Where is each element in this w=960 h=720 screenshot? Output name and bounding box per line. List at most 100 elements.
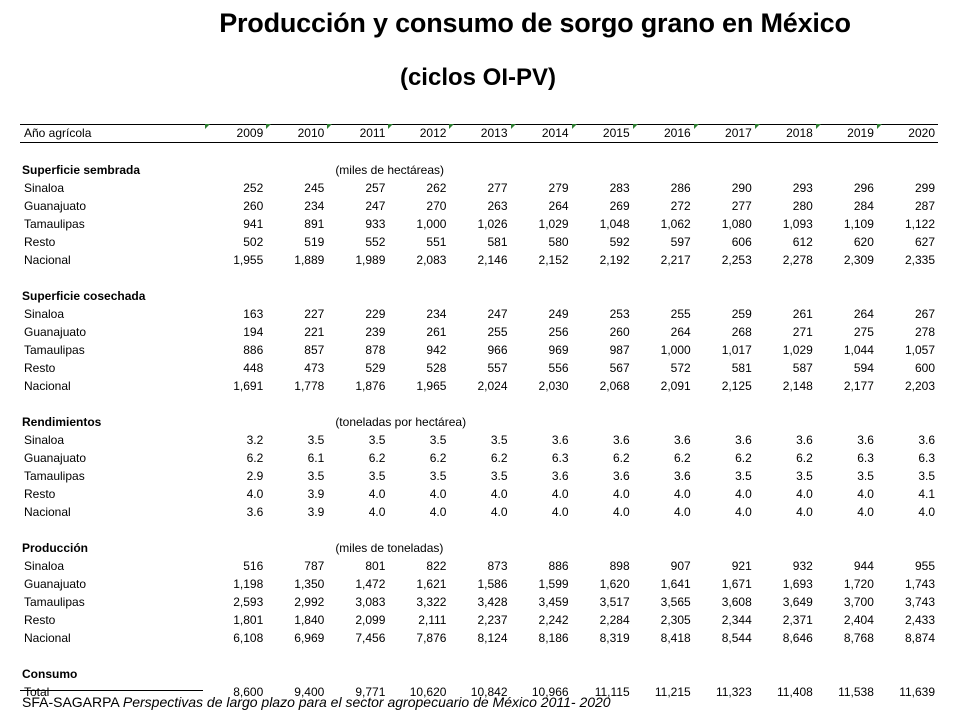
source-prefix: SFA-SAGARPA — [22, 694, 123, 710]
section-gap — [205, 161, 327, 179]
value-cell: 1,044 — [843, 343, 874, 357]
value-cell: 2,344 — [721, 613, 752, 627]
row-label: Tamaulipas — [24, 469, 85, 483]
row-label: Guanajuato — [24, 199, 87, 213]
value-cell: 2,152 — [538, 253, 569, 267]
value-cell: 1,586 — [477, 577, 508, 591]
section-unit — [327, 665, 938, 683]
value-cell: 275 — [853, 325, 874, 339]
value-cell: 3,649 — [782, 595, 813, 609]
year-header: 2018 — [754, 124, 816, 143]
value-cell: 942 — [426, 343, 447, 357]
value-cell: 9,771 — [355, 685, 386, 699]
value-cell: 3.6 — [246, 505, 264, 519]
value-cell: 567 — [609, 361, 630, 375]
value-cell: 6.2 — [368, 451, 386, 465]
table-row: Nacional 1,691 1,778 1,876 1,965 2,024 2,030 2,… — [20, 377, 938, 395]
value-cell: 6.2 — [735, 451, 752, 465]
value-cell: 264 — [670, 325, 691, 339]
section-gap — [205, 539, 327, 557]
row-label: Sinaloa — [24, 307, 65, 321]
value-cell: 1,350 — [294, 577, 325, 591]
value-cell: 2,099 — [355, 613, 386, 627]
cell-marker-icon — [510, 124, 516, 129]
value-cell: 898 — [609, 559, 630, 573]
value-cell: 6.3 — [918, 451, 935, 465]
row-label: Sinaloa — [24, 433, 65, 447]
value-cell: 529 — [365, 361, 386, 375]
value-cell: 263 — [487, 199, 508, 213]
year-header: 2013 — [449, 124, 511, 143]
value-cell: 3.5 — [735, 469, 752, 483]
value-cell: 3.6 — [857, 433, 874, 447]
value-cell: 2,024 — [477, 379, 508, 393]
value-cell: 873 — [487, 559, 508, 573]
value-cell: 4.0 — [368, 487, 386, 501]
value-cell: 287 — [914, 199, 935, 213]
value-cell: 1,671 — [721, 577, 752, 591]
value-cell: 290 — [731, 181, 752, 195]
value-cell: 2,192 — [599, 253, 630, 267]
value-cell: 3,517 — [599, 595, 630, 609]
value-cell: 4.0 — [674, 487, 691, 501]
table-row: Tamaulipas 886 857 878 942 966 969 987 1,000 1,01… — [20, 341, 938, 359]
value-cell: 580 — [548, 235, 569, 249]
value-cell: 8,418 — [660, 631, 691, 645]
value-cell: 261 — [792, 307, 813, 321]
section-gap — [205, 287, 327, 305]
spacer-row — [20, 395, 938, 413]
value-cell: 1,017 — [721, 343, 752, 357]
value-cell: 256 — [548, 325, 569, 339]
value-cell: 1,000 — [416, 217, 447, 231]
value-cell: 1,029 — [538, 217, 569, 231]
section-title: Rendimientos — [22, 415, 102, 429]
value-cell: 253 — [609, 307, 630, 321]
value-cell: 3.6 — [551, 433, 569, 447]
value-cell: 3.5 — [368, 469, 386, 483]
value-cell: 2,148 — [782, 379, 813, 393]
value-cell: 6.2 — [246, 451, 264, 465]
year-header: 2014 — [510, 124, 572, 143]
section-gap — [205, 413, 327, 431]
value-cell: 1,621 — [416, 577, 447, 591]
value-cell: 1,620 — [599, 577, 630, 591]
value-cell: 2,217 — [660, 253, 691, 267]
value-cell: 279 — [548, 181, 569, 195]
value-cell: 268 — [731, 325, 752, 339]
row-label: Sinaloa — [24, 559, 65, 573]
value-cell: 921 — [731, 559, 752, 573]
table-row: Resto 448 473 529 528 557 556 567 572 581 587 594 60… — [20, 359, 938, 377]
value-cell: 1,955 — [233, 253, 264, 267]
table-row: Nacional 1,955 1,889 1,989 2,083 2,146 2,152 2,… — [20, 251, 938, 269]
page-title: Producción y consumo de sorgo grano en M… — [219, 8, 851, 38]
value-cell: 1,876 — [355, 379, 386, 393]
value-cell: 448 — [243, 361, 264, 375]
value-cell: 2,177 — [843, 379, 874, 393]
value-cell: 1,778 — [294, 379, 325, 393]
year-header: 2017 — [693, 124, 755, 143]
value-cell: 1,198 — [233, 577, 264, 591]
year-header: 2020 — [876, 124, 938, 143]
value-cell: 234 — [304, 199, 325, 213]
value-cell: 1,965 — [416, 379, 447, 393]
value-cell: 277 — [487, 181, 508, 195]
value-cell: 2,992 — [294, 595, 325, 609]
value-cell: 1,026 — [477, 217, 508, 231]
value-cell: 3,428 — [477, 595, 508, 609]
value-cell: 4.0 — [368, 505, 386, 519]
value-cell: 3.5 — [429, 469, 447, 483]
value-cell: 1,093 — [782, 217, 813, 231]
cell-marker-icon — [754, 124, 760, 129]
value-cell: 163 — [243, 307, 264, 321]
value-cell: 933 — [365, 217, 386, 231]
year-header: 2011 — [327, 124, 389, 143]
value-cell: 1,720 — [843, 577, 874, 591]
value-cell: 2,335 — [904, 253, 935, 267]
row-label: Resto — [24, 235, 56, 249]
row-label: Nacional — [24, 379, 71, 393]
value-cell: 2,091 — [660, 379, 691, 393]
value-cell: 519 — [304, 235, 325, 249]
value-cell: 1,599 — [538, 577, 569, 591]
value-cell: 587 — [792, 361, 813, 375]
table-row: Sinaloa 163 227 229 234 247 249 253 255 259 261 264… — [20, 305, 938, 323]
